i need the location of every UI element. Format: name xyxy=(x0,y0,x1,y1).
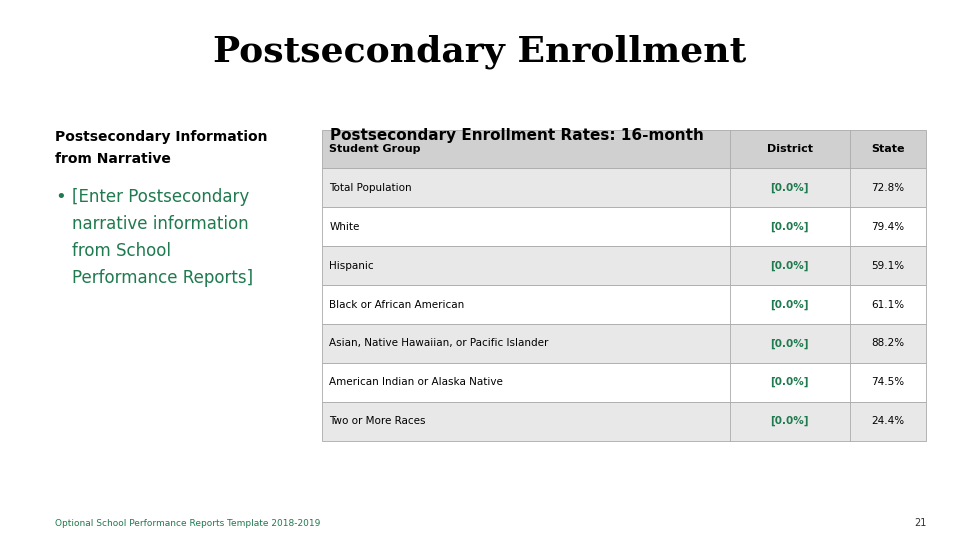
Text: White: White xyxy=(329,222,360,232)
Text: [0.0%]: [0.0%] xyxy=(770,221,809,232)
Text: [Enter Postsecondary: [Enter Postsecondary xyxy=(72,188,250,206)
Text: [0.0%]: [0.0%] xyxy=(770,416,809,427)
Text: 61.1%: 61.1% xyxy=(872,300,904,309)
Bar xyxy=(322,246,926,285)
Text: Optional School Performance Reports Template 2018-2019: Optional School Performance Reports Temp… xyxy=(55,518,321,528)
Bar xyxy=(322,168,926,207)
Text: 21: 21 xyxy=(914,518,926,528)
Text: •: • xyxy=(55,188,65,206)
Text: [0.0%]: [0.0%] xyxy=(770,377,809,388)
Text: American Indian or Alaska Native: American Indian or Alaska Native xyxy=(329,377,503,387)
Bar xyxy=(322,324,926,363)
Text: from School: from School xyxy=(72,242,171,260)
Text: 72.8%: 72.8% xyxy=(872,183,904,193)
Text: Performance Reports]: Performance Reports] xyxy=(72,269,253,287)
Text: Postsecondary Enrollment Rates: 16-month: Postsecondary Enrollment Rates: 16-month xyxy=(330,128,704,143)
Text: Postsecondary Information: Postsecondary Information xyxy=(55,130,268,144)
Text: [0.0%]: [0.0%] xyxy=(770,299,809,310)
Text: [0.0%]: [0.0%] xyxy=(770,338,809,349)
Text: Student Group: Student Group xyxy=(329,144,420,154)
Text: Asian, Native Hawaiian, or Pacific Islander: Asian, Native Hawaiian, or Pacific Islan… xyxy=(329,339,549,348)
Text: Postsecondary Enrollment: Postsecondary Enrollment xyxy=(213,35,747,69)
Text: 59.1%: 59.1% xyxy=(872,261,904,271)
Bar xyxy=(322,207,926,246)
Text: State: State xyxy=(872,144,904,154)
Text: from Narrative: from Narrative xyxy=(55,152,171,166)
Text: 74.5%: 74.5% xyxy=(872,377,904,387)
Text: 88.2%: 88.2% xyxy=(872,339,904,348)
Bar xyxy=(322,402,926,441)
Text: Black or African American: Black or African American xyxy=(329,300,465,309)
Text: Total Population: Total Population xyxy=(329,183,412,193)
Text: narrative information: narrative information xyxy=(72,215,249,233)
Text: Hispanic: Hispanic xyxy=(329,261,373,271)
Bar xyxy=(322,285,926,324)
Text: 24.4%: 24.4% xyxy=(872,416,904,426)
Text: [0.0%]: [0.0%] xyxy=(770,183,809,193)
Text: Two or More Races: Two or More Races xyxy=(329,416,426,426)
Bar xyxy=(322,363,926,402)
Bar xyxy=(322,130,926,168)
Text: 79.4%: 79.4% xyxy=(872,222,904,232)
Text: District: District xyxy=(767,144,812,154)
Text: [0.0%]: [0.0%] xyxy=(770,260,809,271)
